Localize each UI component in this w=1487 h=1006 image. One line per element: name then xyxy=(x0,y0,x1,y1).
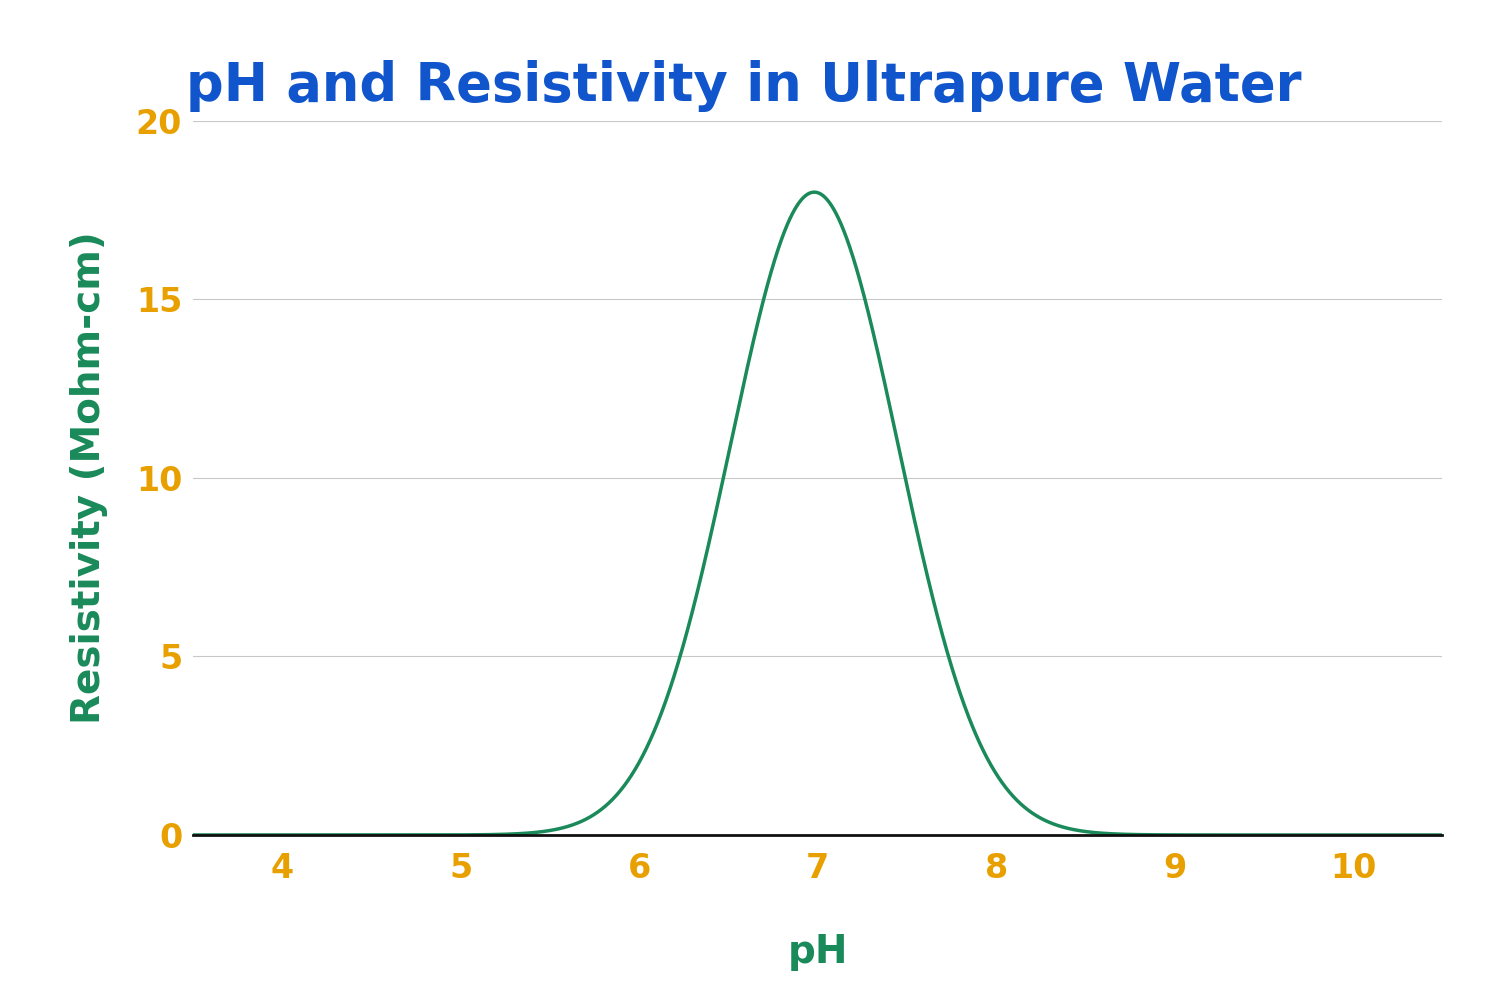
Text: pH and Resistivity in Ultrapure Water: pH and Resistivity in Ultrapure Water xyxy=(186,60,1301,113)
X-axis label: pH: pH xyxy=(788,934,848,971)
Y-axis label: Resistivity (Mohm-cm): Resistivity (Mohm-cm) xyxy=(70,231,109,724)
